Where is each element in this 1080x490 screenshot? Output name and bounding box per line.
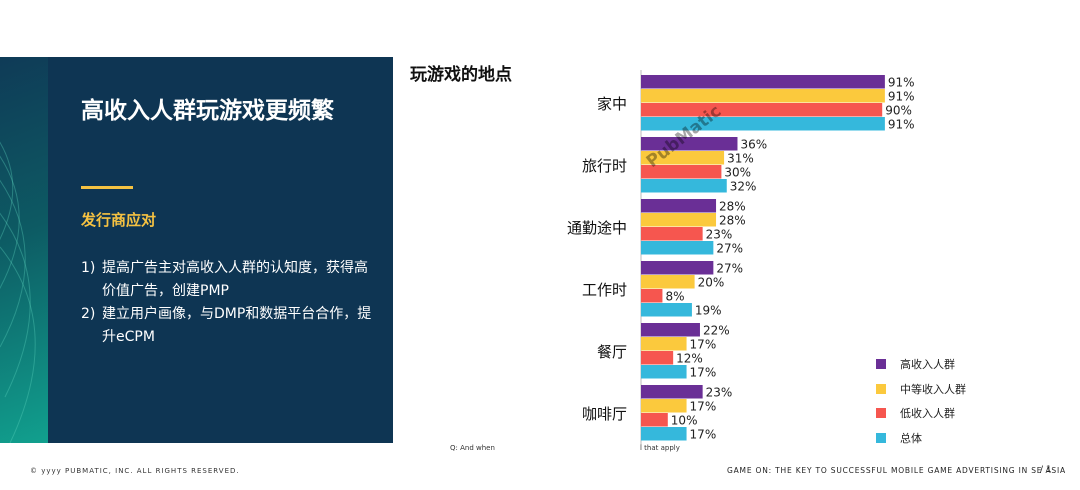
- legend-label: 中等收入人群: [900, 382, 966, 396]
- legend-item: 高收入人群: [876, 352, 966, 377]
- bar: [641, 75, 885, 89]
- bullet-number: 1): [81, 260, 96, 276]
- data-label: 28%: [719, 200, 746, 214]
- data-label: 91%: [888, 118, 915, 132]
- category-label: 家中: [597, 95, 627, 113]
- data-label: 17%: [690, 366, 717, 380]
- category-label: 工作时: [582, 281, 627, 299]
- legend-swatch: [876, 359, 886, 370]
- page-number: / 1: [1040, 465, 1052, 475]
- bar: [641, 351, 674, 365]
- bar: [641, 261, 714, 275]
- category-label: 通勤途中: [567, 219, 627, 237]
- recommendation-list: 1) 提高广告主对高收入人群的认知度，获得高价值广告，创建PMP 2) 建立用户…: [81, 257, 381, 349]
- data-label: 28%: [719, 214, 746, 228]
- bullet-text: 建立用户画像，与DMP和数据平台合作，提升eCPM: [102, 306, 372, 345]
- bullet-number: 2): [81, 306, 96, 322]
- bar: [641, 365, 687, 379]
- data-label: 30%: [724, 166, 751, 180]
- bar: [641, 385, 703, 399]
- bar: [641, 179, 727, 193]
- bar: [641, 151, 725, 165]
- bar: [641, 275, 695, 289]
- bar: [641, 399, 687, 413]
- bar: [641, 165, 722, 179]
- bar: [641, 303, 692, 317]
- decorative-stripe: [0, 57, 48, 443]
- data-label: 8%: [665, 290, 684, 304]
- bar: [641, 337, 687, 351]
- data-label: 36%: [740, 138, 767, 152]
- bar: [641, 241, 714, 255]
- legend-swatch: [876, 432, 886, 443]
- data-label: 10%: [671, 414, 698, 428]
- panel-title: 高收入人群玩游戏更频繁: [81, 98, 334, 124]
- data-label: 23%: [706, 228, 733, 242]
- data-label: 91%: [888, 90, 915, 104]
- recommendation-item: 2) 建立用户画像，与DMP和数据平台合作，提升eCPM: [81, 303, 381, 349]
- legend-item: 总体: [876, 426, 966, 451]
- bar: [641, 323, 700, 337]
- copyright-text: © yyyy PUBMATIC, INC. ALL RIGHTS RESERVE…: [30, 467, 240, 475]
- bar: [641, 289, 663, 303]
- data-label: 90%: [885, 104, 912, 118]
- footnote-left: Q: And when: [450, 444, 495, 452]
- data-label: 32%: [730, 180, 757, 194]
- footnote-right: l that apply: [640, 444, 680, 452]
- bar: [641, 89, 885, 103]
- category-label: 咖啡厅: [582, 405, 627, 423]
- data-label: 22%: [703, 324, 730, 338]
- data-label: 91%: [888, 76, 915, 90]
- deck-title: GAME ON: THE KEY TO SUCCESSFUL MOBILE GA…: [727, 466, 1066, 475]
- data-label: 12%: [676, 352, 703, 366]
- bar: [641, 427, 687, 441]
- data-label: 27%: [716, 242, 743, 256]
- bullet-text: 提高广告主对高收入人群的认知度，获得高价值广告，创建PMP: [102, 260, 368, 299]
- legend-label: 低收入人群: [900, 407, 955, 421]
- legend-swatch: [876, 383, 886, 394]
- legend-label: 总体: [900, 431, 922, 445]
- recommendation-item: 1) 提高广告主对高收入人群的认知度，获得高价值广告，创建PMP: [81, 257, 381, 303]
- data-label: 17%: [690, 428, 717, 442]
- data-label: 17%: [690, 338, 717, 352]
- bar: [641, 227, 703, 241]
- chart-legend: 高收入人群 中等收入人群 低收入人群 总体: [876, 352, 966, 450]
- bar: [641, 117, 885, 131]
- legend-item: 低收入人群: [876, 401, 966, 426]
- chart-title: 玩游戏的地点: [410, 65, 512, 85]
- legend-label: 高收入人群: [900, 358, 955, 372]
- data-label: 31%: [727, 152, 754, 166]
- data-label: 20%: [698, 276, 725, 290]
- panel-subhead: 发行商应对: [81, 211, 157, 229]
- bar: [641, 137, 738, 151]
- bar: [641, 199, 717, 213]
- insight-panel: 高收入人群玩游戏更频繁 发行商应对 1) 提高广告主对高收入人群的认知度，获得高…: [48, 57, 393, 443]
- data-label: 23%: [706, 386, 733, 400]
- accent-divider: [81, 186, 133, 189]
- bar: [641, 413, 668, 427]
- bar: [641, 103, 883, 117]
- category-label: 餐厅: [597, 343, 627, 361]
- legend-swatch: [876, 408, 886, 419]
- data-label: 27%: [716, 262, 743, 276]
- legend-item: 中等收入人群: [876, 377, 966, 402]
- category-label: 旅行时: [582, 157, 627, 175]
- data-label: 17%: [690, 400, 717, 414]
- bar: [641, 213, 717, 227]
- data-label: 19%: [695, 304, 722, 318]
